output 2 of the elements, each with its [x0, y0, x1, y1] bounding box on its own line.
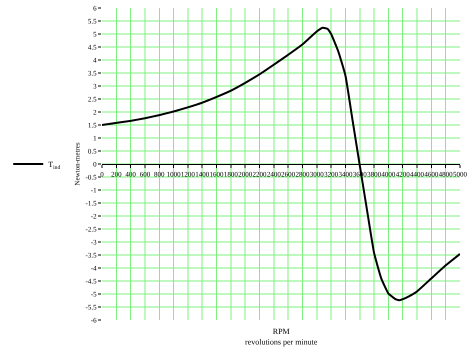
x-axis-title: RPM revolutions per minute [245, 327, 318, 346]
legend-label: T$_{ind}$ [48, 160, 60, 171]
